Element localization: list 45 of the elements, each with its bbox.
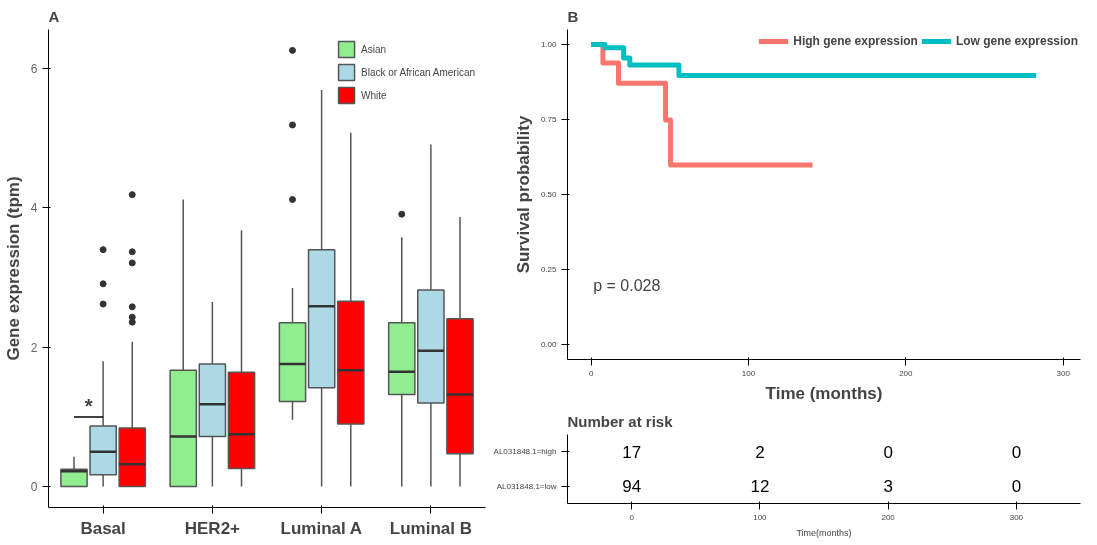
data-label: 0 (1011, 477, 1022, 497)
x-tick-label: 0 (629, 512, 635, 522)
x-tick-label: 0 (588, 368, 594, 378)
y-tick-label: AL031848.1=high (493, 447, 557, 457)
x-tick-label: Basal (80, 518, 126, 538)
legend-label: White (361, 89, 387, 101)
legend-label: High gene expression (793, 34, 918, 48)
x-tick-label: Luminal A (280, 518, 363, 538)
x-tick-label: HER2+ (184, 518, 241, 538)
data-label: 2 (755, 442, 765, 462)
y-axis-title: Gene expression (tpm) (3, 176, 23, 361)
x-tick-label: 200 (881, 512, 896, 522)
y-tick-label: 0.75 (540, 115, 558, 124)
y-axis-title: Survival probability (513, 115, 533, 274)
data-label: 94 (622, 477, 642, 497)
data-label: 0 (883, 442, 893, 462)
annotation: p = 0.028 (593, 276, 661, 294)
x-tick-label: 300 (1009, 512, 1024, 522)
x-axis-title: Time(months) (796, 527, 852, 538)
x-tick-label: 200 (899, 368, 914, 378)
data-label: 0 (1011, 442, 1022, 462)
chart-title: A (48, 7, 60, 25)
legend-label: Low gene expression (955, 34, 1078, 48)
data-label: 3 (883, 477, 893, 497)
x-tick-label: 300 (1056, 368, 1071, 378)
y-tick-label: AL031848.1=low (496, 481, 557, 491)
x-tick-label: 100 (753, 512, 768, 522)
data-label: 12 (750, 477, 770, 497)
legend-label: Black or African American (361, 66, 475, 78)
y-tick-label: 4 (30, 201, 38, 216)
x-tick-label: 100 (741, 368, 756, 378)
y-tick-label: 6 (30, 62, 38, 77)
annotation: * (84, 394, 93, 417)
y-tick-label: 0.50 (540, 190, 558, 199)
y-tick-label: 0.25 (540, 265, 558, 274)
data-label: 17 (622, 442, 642, 462)
x-axis-title: Time (months) (765, 383, 883, 403)
legend-label: Asian (361, 43, 387, 55)
chart-title: Number at risk (567, 412, 674, 430)
y-tick-label: 1.00 (540, 40, 558, 49)
y-tick-label: 0.00 (540, 340, 558, 349)
chart-title: B (567, 7, 579, 25)
y-tick-label: 2 (30, 340, 38, 355)
x-tick-label: Luminal B (389, 518, 472, 538)
y-tick-label: 0 (30, 480, 38, 495)
